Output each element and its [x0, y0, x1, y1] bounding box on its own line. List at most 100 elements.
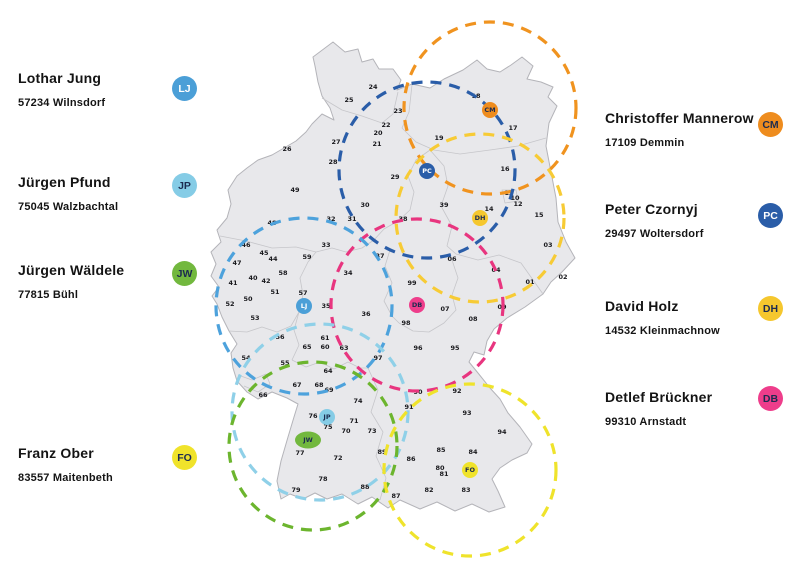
postal-zone-label-54: 54	[241, 354, 251, 362]
postal-zone-label-85: 85	[436, 446, 446, 454]
postal-zone-label-26: 26	[282, 145, 292, 153]
postal-zone-label-08: 08	[468, 315, 478, 323]
badge-CM: CM	[758, 112, 783, 137]
postal-zone-label-07: 07	[440, 305, 449, 313]
postal-zone-label-61: 61	[320, 334, 330, 342]
postal-zone-label-69: 69	[324, 386, 334, 394]
person-postal: 99310 Arnstadt	[605, 416, 687, 428]
person-name: Christoffer Mannerow	[605, 110, 754, 126]
person-card-db: Detlef Brückner 99310 Arnstadt	[605, 389, 712, 428]
marker-shape[interactable]	[296, 298, 312, 314]
postal-zone-label-81: 81	[439, 470, 449, 478]
postal-zone-label-86: 86	[406, 455, 416, 463]
postal-zone-label-31: 31	[347, 215, 357, 223]
postal-zone-label-92: 92	[452, 387, 461, 395]
marker-initials: DH	[475, 214, 486, 222]
marker-shape[interactable]	[409, 297, 425, 313]
marker-shape[interactable]	[482, 102, 498, 118]
postal-zone-label-80: 80	[435, 464, 445, 472]
postal-zone-label-19: 19	[434, 134, 444, 142]
map-marker-FO[interactable]: FO	[462, 462, 478, 478]
person-card-cm: Christoffer Mannerow 17109 Demmin	[605, 110, 754, 149]
marker-initials: FO	[465, 466, 475, 474]
marker-initials: LJ	[301, 302, 308, 310]
postal-zone-label-22: 22	[381, 121, 390, 129]
map-marker-LJ[interactable]: LJ	[296, 298, 312, 314]
postal-zone-label-45: 45	[259, 249, 269, 257]
postal-zone-label-97: 97	[373, 354, 382, 362]
postal-zone-label-02: 02	[558, 273, 567, 281]
postal-zone-label-16: 16	[500, 165, 510, 173]
marker-initials: CM	[484, 106, 495, 114]
postal-zone-label-28: 28	[328, 158, 338, 166]
map-marker-DH[interactable]: DH	[472, 210, 488, 226]
postal-zone-label-99: 99	[407, 279, 417, 287]
marker-shape[interactable]	[472, 210, 488, 226]
person-name: David Holz	[605, 298, 679, 314]
postal-zone-label-73: 73	[367, 427, 376, 435]
postal-zone-label-75: 75	[323, 423, 333, 431]
postal-zone-label-67: 67	[292, 381, 301, 389]
postal-zone-label-33: 33	[321, 241, 330, 249]
postal-zone-label-82: 82	[424, 486, 433, 494]
postal-zone-label-37: 37	[375, 252, 384, 260]
radius-circle-JW	[227, 360, 399, 532]
postal-zone-label-98: 98	[401, 319, 411, 327]
postal-zone-label-74: 74	[353, 397, 363, 405]
postal-zone-label-32: 32	[326, 215, 335, 223]
map-marker-PC[interactable]: PC	[419, 163, 435, 179]
badge-FO: FO	[172, 445, 197, 470]
person-postal: 17109 Demmin	[605, 137, 685, 149]
postal-zone-label-93: 93	[462, 409, 471, 417]
person-card-fo: Franz Ober 83557 Maitenbeth	[18, 445, 113, 484]
postal-zone-label-76: 76	[308, 412, 318, 420]
badge-JW: JW	[172, 261, 197, 286]
postal-zone-label-79: 79	[291, 486, 301, 494]
marker-shape[interactable]	[319, 409, 335, 425]
postal-zone-label-66: 66	[258, 391, 268, 399]
radius-circle-JP	[230, 322, 410, 502]
map-marker-JW[interactable]: JW	[295, 431, 321, 449]
postal-zone-label-55: 55	[280, 359, 290, 367]
radius-circle-FO	[382, 382, 558, 558]
postal-zone-label-06: 06	[447, 255, 457, 263]
postal-zone-label-03: 03	[543, 241, 552, 249]
postal-zone-label-15: 15	[534, 211, 544, 219]
marker-shape[interactable]	[295, 431, 321, 449]
person-name: Detlef Brückner	[605, 389, 713, 405]
postal-zone-label-34: 34	[343, 269, 353, 277]
marker-shape[interactable]	[419, 163, 435, 179]
postal-zone-label-30: 30	[360, 201, 370, 209]
postal-zone-label-89: 89	[377, 448, 387, 456]
postal-zone-label-20: 20	[373, 129, 383, 137]
person-name: Lothar Jung	[18, 70, 102, 86]
person-postal: 83557 Maitenbeth	[18, 472, 113, 484]
postal-zone-label-70: 70	[341, 427, 351, 435]
postal-zone-label-53: 53	[250, 314, 259, 322]
postal-zone-label-29: 29	[390, 173, 400, 181]
person-postal: 75045 Walzbachtal	[18, 201, 119, 213]
postal-zone-label-14: 14	[484, 205, 494, 213]
map-marker-JP[interactable]: JP	[319, 409, 335, 425]
postal-zone-label-40: 40	[248, 274, 258, 282]
badge-DB: DB	[758, 386, 783, 411]
person-card-pc: Peter Czornyj 29497 Woltersdorf	[605, 201, 704, 240]
person-card-jp: Jürgen Pfund 75045 Walzbachtal	[18, 174, 118, 213]
badge-JP: JP	[172, 173, 197, 198]
radius-circle-CM	[402, 20, 578, 196]
person-name: Peter Czornyj	[605, 201, 698, 217]
marker-shape[interactable]	[462, 462, 478, 478]
badge-PC: PC	[758, 203, 783, 228]
person-postal: 57234 Wilnsdorf	[18, 97, 106, 109]
postal-zone-label-52: 52	[225, 300, 234, 308]
person-name: Jürgen Pfund	[18, 174, 111, 190]
map-marker-CM[interactable]: CM	[482, 102, 498, 118]
postal-zone-label-01: 01	[525, 278, 535, 286]
map-marker-DB[interactable]: DB	[409, 297, 425, 313]
postal-zone-label-35: 35	[321, 302, 331, 310]
postal-zone-label-63: 63	[339, 344, 348, 352]
postal-zone-label-42: 42	[261, 277, 270, 285]
postal-zone-label-77: 77	[295, 449, 304, 457]
person-postal: 14532 Kleinmachnow	[605, 325, 720, 337]
postal-zone-label-91: 91	[404, 403, 414, 411]
